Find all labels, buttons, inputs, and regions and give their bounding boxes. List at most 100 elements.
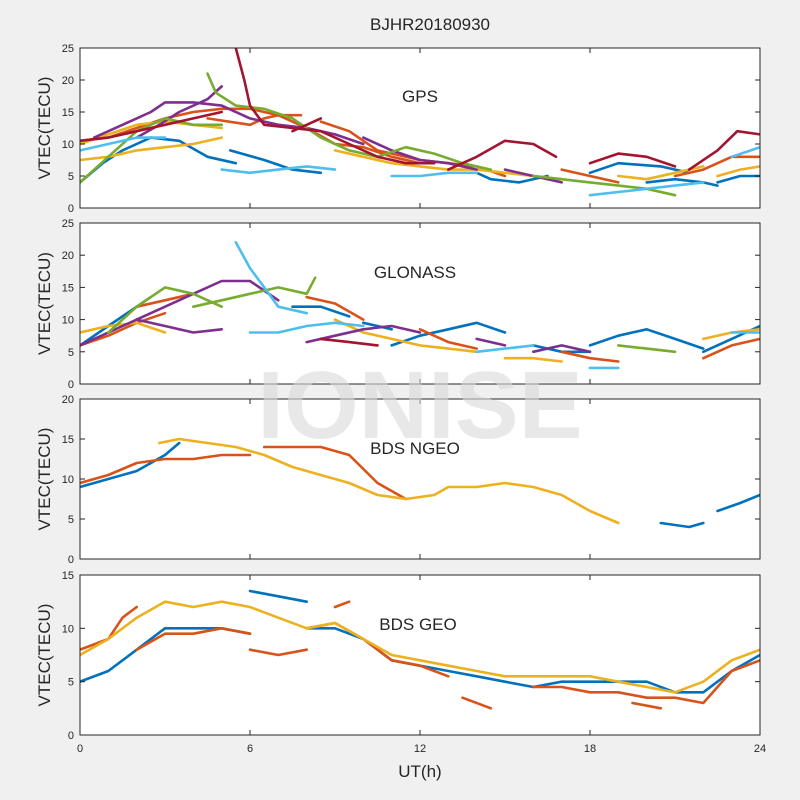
series-line: [673, 155, 760, 178]
series-line: [80, 136, 167, 152]
y-tick-label: 5: [68, 677, 74, 689]
figure-title: BJHR20180930: [370, 15, 490, 34]
series-group: [80, 437, 760, 529]
series-line: [588, 328, 705, 350]
axes-background: [80, 48, 760, 208]
series-line: [80, 279, 280, 347]
y-tick-label: 20: [62, 250, 74, 262]
y-tick-label: 15: [62, 282, 74, 294]
x-tick-label: 0: [77, 743, 83, 755]
series-line: [475, 171, 549, 184]
y-tick-label: 25: [62, 43, 74, 55]
series-line: [220, 165, 337, 175]
x-tick-label: 6: [247, 743, 253, 755]
panel-label: BDS GEO: [379, 615, 456, 634]
series-line: [588, 161, 691, 175]
series-line: [305, 324, 422, 344]
series-line: [248, 589, 308, 603]
panel-label: GLONASS: [374, 263, 456, 282]
series-line: [80, 605, 138, 651]
series-line: [730, 145, 760, 159]
y-tick-label: 5: [68, 347, 74, 359]
panel-1: 0 5 10 15 20 25 VTEC(TECU) GLONASS: [35, 218, 761, 391]
x-tick-label: 18: [584, 743, 596, 755]
series-line: [80, 117, 223, 184]
series-group: [80, 48, 760, 197]
series-line: [305, 295, 365, 321]
series-line: [475, 344, 535, 354]
axes-background: [80, 223, 760, 384]
axes-background: [80, 399, 760, 559]
y-tick-label: 0: [68, 554, 74, 566]
watermark: IONISE: [257, 352, 582, 459]
series-line: [333, 600, 351, 609]
y-tick-label: 10: [62, 315, 74, 327]
y-axis-label: VTEC(TECU): [35, 428, 54, 531]
series-line: [532, 659, 760, 705]
panel-label: GPS: [402, 87, 438, 106]
series-line: [80, 311, 167, 347]
series-line: [475, 337, 507, 347]
series-line: [659, 521, 705, 529]
panel-3: 0 5 10 15 0 6 12 18 24 VTEC(TECU) BDS GEO: [35, 570, 766, 755]
series-line: [503, 356, 563, 363]
series-line: [206, 72, 493, 171]
series-line: [135, 318, 223, 334]
series-line: [80, 321, 167, 334]
series-line: [80, 441, 181, 489]
y-axis-label: VTEC(TECU): [35, 77, 54, 180]
series-line: [291, 305, 351, 318]
series-line: [291, 117, 323, 133]
y-tick-label: 5: [68, 171, 74, 183]
series-line: [234, 48, 436, 165]
series-line: [192, 276, 317, 308]
series-line: [107, 286, 223, 334]
y-tick-label: 15: [62, 434, 74, 446]
axes-background: [80, 575, 760, 735]
y-tick-label: 0: [68, 730, 74, 742]
series-line: [631, 701, 663, 710]
series-line: [262, 445, 408, 501]
x-axis-label: UT(h): [398, 762, 441, 781]
y-tick-label: 15: [62, 570, 74, 582]
y-tick-label: 5: [68, 514, 74, 526]
panel-2: 0 5 10 15 20 VTEC(TECU) BDS NGEO: [35, 394, 761, 566]
series-line: [617, 344, 677, 354]
series-line: [80, 600, 760, 694]
y-tick-label: 0: [68, 379, 74, 391]
series-line: [645, 177, 719, 187]
series-group: [80, 589, 760, 710]
y-axis-label: VTEC(TECU): [35, 252, 54, 355]
series-group: [80, 241, 760, 370]
y-tick-label: 10: [62, 139, 74, 151]
y-tick-label: 25: [62, 218, 74, 230]
series-line: [158, 437, 620, 525]
series-line: [560, 350, 620, 363]
y-tick-label: 20: [62, 75, 74, 87]
series-line: [228, 149, 323, 175]
series-line: [687, 129, 760, 171]
x-tick-label: 12: [414, 743, 426, 755]
series-line: [532, 174, 677, 197]
series-line: [80, 453, 252, 485]
series-line: [560, 168, 620, 184]
series-line: [716, 493, 760, 513]
series-line: [447, 139, 558, 171]
series-line: [248, 321, 365, 334]
series-line: [418, 328, 478, 350]
series-line: [135, 627, 252, 651]
series-line: [248, 648, 308, 657]
series-line: [702, 337, 760, 360]
series-line: [716, 165, 760, 178]
series-line: [588, 181, 705, 197]
series-line: [390, 171, 478, 178]
series-line: [532, 344, 592, 354]
series-line: [588, 152, 677, 168]
y-tick-label: 0: [68, 203, 74, 215]
series-line: [716, 174, 760, 184]
y-axis-label: VTEC(TECU): [35, 604, 54, 707]
x-tick-label: 24: [754, 743, 766, 755]
series-line: [319, 337, 379, 347]
series-line: [234, 241, 308, 315]
y-tick-label: 15: [62, 107, 74, 119]
